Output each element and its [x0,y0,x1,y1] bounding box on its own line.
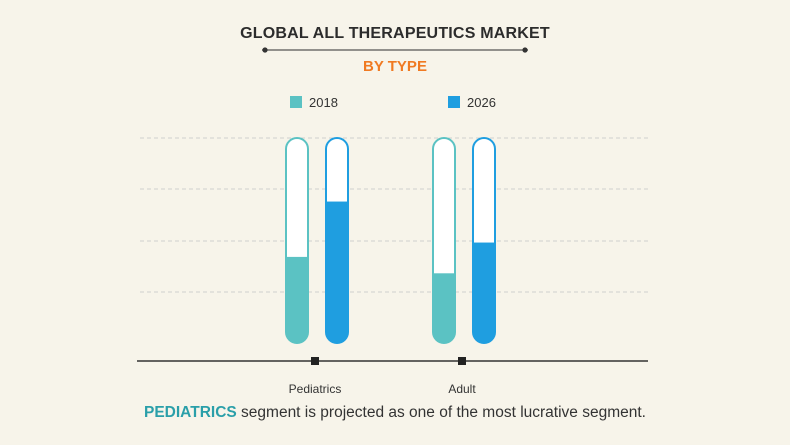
x-tick-label-adult: Adult [448,382,476,396]
legend-item-2018: 2018 [290,94,338,110]
bar-pediatrics-2026 [325,137,349,344]
bar-outline [325,137,349,344]
bar-fill-adult-2026 [473,242,495,343]
bars [285,137,496,344]
x-axis: Pediatrics Adult [137,357,648,396]
chart-title: GLOBAL ALL THERAPEUTICS MARKET [240,25,550,42]
legend-label-2026: 2026 [467,94,496,110]
x-axis-tick [458,357,466,365]
bar-adult-2018 [432,137,456,344]
legend-swatch-2026 [448,96,460,108]
bar-outline [432,137,456,344]
x-axis-tick [311,357,319,365]
bar-fill-adult-2018 [433,273,455,343]
chart-subtitle: BY TYPE [363,58,427,75]
legend-label-2018: 2018 [309,94,338,110]
footer-caption: PEDIATRICS segment is projected as one o… [0,404,790,422]
bar-pediatrics-2018 [285,137,309,344]
legend-item-2026: 2026 [448,94,496,110]
footer-highlight: PEDIATRICS [144,404,237,421]
title-divider [262,47,528,53]
bar-adult-2026 [472,137,496,344]
footer-text: segment is projected as one of the most … [236,404,646,421]
bar-fill-pediatrics-2018 [286,256,308,343]
bar-outline [472,137,496,344]
legend-swatch-2018 [290,96,302,108]
bar-outline [285,137,309,344]
x-tick-label-pediatrics: Pediatrics [289,382,342,396]
bar-fill-pediatrics-2026 [326,201,348,343]
gridlines [140,137,648,293]
